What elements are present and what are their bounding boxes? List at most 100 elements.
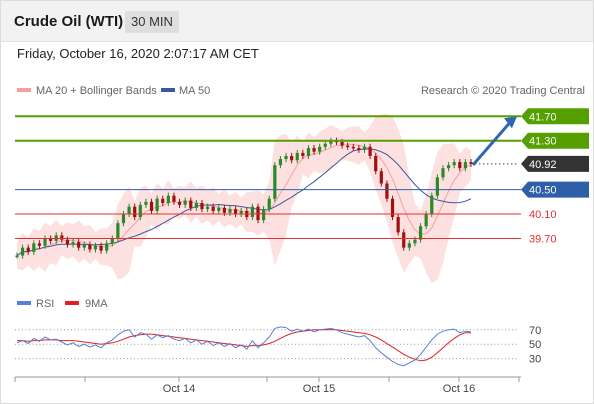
candle-body (239, 210, 243, 215)
resistance-level-label: 41.30 (529, 136, 557, 148)
candle-body (205, 206, 210, 210)
candle-body (463, 162, 467, 169)
ma20-legend-label: MA 20 + Bollinger Bands (36, 85, 157, 97)
ma50-legend-swatch (161, 88, 175, 92)
candle-body (284, 155, 288, 160)
candle-body (407, 243, 411, 248)
candle-body (21, 247, 25, 256)
candle-body (435, 177, 439, 196)
rsi-ma-legend-swatch (65, 301, 79, 305)
candle-body (138, 204, 142, 218)
candle-body (161, 198, 165, 204)
support-level-label: 39.70 (529, 233, 557, 245)
pivot-level-tag (521, 181, 589, 198)
pivot-level-label: 40.50 (529, 185, 557, 197)
candle-body (278, 159, 283, 166)
candle-body (49, 238, 53, 241)
bollinger-band (17, 113, 471, 283)
candle-body (127, 206, 131, 215)
level-lines: 41.70 41.30 40.92 40.50 40.10 39.70 (15, 108, 589, 245)
candle-body (312, 148, 316, 152)
resistance-level-tag (521, 108, 589, 125)
candle-body (295, 152, 299, 161)
candle-body (424, 214, 428, 227)
candle-body (469, 162, 473, 164)
candle-body (217, 207, 221, 211)
candle-body (273, 165, 277, 199)
candle-body (250, 206, 255, 218)
candle-body (121, 214, 126, 224)
candle-body (105, 243, 109, 251)
candle-body (65, 239, 70, 245)
candle-body (413, 239, 417, 244)
candle-body (110, 238, 114, 244)
candle-body (71, 242, 75, 245)
candle-body (362, 146, 367, 150)
candle-body (228, 209, 232, 213)
candle-body (306, 148, 311, 156)
x-axis-label: Oct 15 (303, 383, 335, 395)
candle-body (256, 206, 260, 221)
candle-body (82, 244, 86, 248)
research-credit: Research © 2020 Trading Central (421, 85, 585, 97)
rsi-line (16, 326, 472, 367)
chart-header: Crude Oil (WTI) 30 MIN (1, 1, 593, 42)
x-axis-label: Oct 16 (443, 383, 475, 395)
candle-body (88, 244, 92, 250)
rsi-level-label: 50 (529, 339, 541, 351)
ma50-legend-label: MA 50 (179, 85, 210, 97)
candle-body (222, 207, 226, 213)
candle-body (37, 243, 42, 246)
resistance-level-label: 41.70 (529, 111, 557, 123)
rsi-ma-legend-label: 9MA (85, 298, 108, 310)
candle-body (189, 200, 193, 208)
candle-body (99, 245, 103, 251)
candle-body (60, 235, 64, 240)
candle-body (26, 247, 30, 252)
resistance-level-tag (521, 132, 589, 149)
current-level-label: 40.92 (529, 159, 557, 171)
projection-arrow (471, 120, 513, 166)
candle-body (233, 209, 238, 215)
rsi-legend-label: RSI (36, 298, 54, 310)
candle-body (329, 140, 333, 144)
rsi-ma-line (17, 329, 471, 362)
candle-body (301, 152, 305, 156)
candle-body (290, 155, 294, 161)
candle-body (379, 171, 383, 184)
candle-body (15, 255, 19, 258)
candle-body (374, 155, 378, 172)
candle-body (385, 183, 389, 199)
x-axis: Oct 14 Oct 15 Oct 16 (14, 377, 520, 395)
x-axis-label: Oct 14 (163, 383, 195, 395)
rsi-level-label: 30 (529, 354, 541, 366)
timeframe-button[interactable]: 30 MIN (125, 11, 179, 33)
candle-body (402, 232, 406, 248)
rsi-legend-swatch (17, 301, 31, 305)
rsi-plot-area: 70 50 30 (15, 325, 541, 367)
candle-body (446, 165, 451, 169)
rsi-level-label: 70 (529, 325, 541, 337)
support-level-label: 40.10 (529, 209, 557, 221)
candle-body (32, 243, 36, 252)
candle-body (357, 148, 361, 150)
candle-body (351, 146, 355, 149)
candle-body (200, 203, 204, 210)
candle-body (172, 195, 176, 202)
candle-body (262, 209, 266, 221)
candle-body (318, 146, 322, 152)
candle-body (396, 217, 400, 233)
candle-body (133, 206, 137, 218)
price-plot-area (15, 113, 473, 283)
candle-body (183, 200, 187, 205)
candle-body (452, 162, 456, 166)
candle-body (116, 223, 120, 239)
candle-body (340, 141, 344, 146)
ma50-line (16, 148, 472, 257)
candle-body (177, 201, 182, 205)
candle-body (194, 203, 198, 208)
candle-body (458, 162, 462, 169)
instrument-title: Crude Oil (WTI) (14, 13, 124, 30)
